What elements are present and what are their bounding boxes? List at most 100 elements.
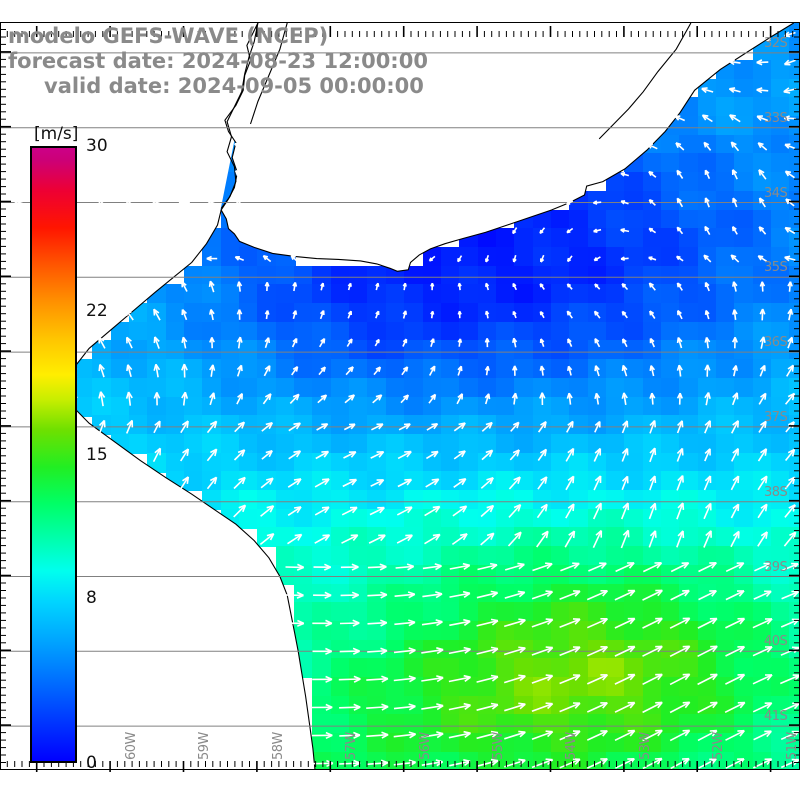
longitude-label: 58W bbox=[270, 732, 286, 760]
wind-arrow bbox=[457, 365, 463, 376]
latitude-label: 37S bbox=[764, 409, 788, 425]
wind-arrow bbox=[421, 703, 444, 711]
wind-vector-arrows bbox=[1, 23, 799, 769]
wind-arrow bbox=[697, 617, 718, 629]
wind-arrow bbox=[620, 256, 629, 261]
wind-arrow bbox=[370, 479, 385, 487]
wind-arrow bbox=[125, 141, 134, 152]
colorbar-tick: 30 bbox=[86, 136, 108, 156]
wind-arrow bbox=[181, 57, 188, 68]
wind-arrow bbox=[620, 529, 630, 549]
wind-arrow bbox=[451, 533, 468, 546]
graticule-grid bbox=[1, 23, 799, 769]
wind-arrow bbox=[449, 618, 471, 627]
wind-arrow bbox=[758, 169, 767, 180]
wind-arrow bbox=[703, 530, 712, 548]
wind-arrow bbox=[236, 336, 243, 349]
wind-arrow bbox=[422, 591, 443, 599]
longitude-label: 59W bbox=[197, 732, 213, 760]
wind-arrow bbox=[565, 447, 575, 462]
wind-arrow bbox=[368, 534, 386, 544]
wind-arrow bbox=[181, 391, 189, 406]
wind-arrow bbox=[485, 282, 490, 291]
wind-arrow bbox=[346, 338, 353, 347]
wind-arrow bbox=[339, 703, 361, 711]
wind-arrow bbox=[480, 477, 494, 489]
wind-arrow bbox=[614, 673, 636, 685]
wind-arrow bbox=[697, 729, 718, 742]
axis-ticks-bottom bbox=[0, 758, 800, 772]
wind-arrow bbox=[340, 563, 359, 571]
wind-arrow bbox=[725, 562, 745, 573]
wind-arrow bbox=[126, 364, 133, 378]
wind-arrow bbox=[593, 310, 601, 319]
wind-arrow bbox=[236, 281, 243, 292]
wind-arrow bbox=[507, 531, 522, 547]
wind-arrow bbox=[98, 419, 106, 434]
wind-arrow bbox=[615, 562, 635, 573]
wind-arrow bbox=[397, 450, 412, 460]
wind-arrow bbox=[512, 310, 517, 319]
wind-arrow bbox=[206, 476, 218, 490]
wind-arrow bbox=[98, 112, 105, 125]
wind-arrow bbox=[588, 562, 607, 572]
wind-arrow bbox=[759, 308, 766, 321]
wind-arrow bbox=[320, 282, 325, 291]
wind-arrow bbox=[704, 169, 711, 180]
wind-arrow bbox=[785, 198, 795, 207]
wind-arrow bbox=[649, 475, 657, 491]
quiver-svg bbox=[13, 28, 799, 769]
wind-arrow bbox=[539, 310, 545, 319]
wind-arrow bbox=[319, 310, 325, 320]
wind-arrow bbox=[236, 392, 243, 405]
latitude-label: 36S bbox=[764, 335, 788, 351]
wind-arrow bbox=[179, 476, 190, 490]
wind-arrow bbox=[586, 702, 608, 713]
wind-arrow bbox=[484, 393, 491, 405]
wind-arrow bbox=[209, 392, 216, 406]
wind-arrow bbox=[757, 503, 768, 519]
colorbar-gradient bbox=[30, 146, 77, 763]
wind-arrow bbox=[669, 617, 691, 629]
wind-arrow bbox=[670, 589, 690, 601]
wind-arrow bbox=[730, 530, 740, 548]
wind-arrow bbox=[531, 646, 554, 656]
wind-arrow bbox=[125, 419, 134, 434]
wind-arrow bbox=[649, 447, 657, 463]
wind-arrow bbox=[593, 200, 602, 205]
wind-arrow bbox=[311, 703, 333, 711]
wind-arrow bbox=[476, 618, 499, 627]
wind-arrow bbox=[531, 618, 554, 628]
wind-arrow bbox=[153, 113, 161, 124]
wind-arrow bbox=[698, 562, 717, 573]
wind-arrow bbox=[263, 365, 271, 377]
wind-arrow bbox=[344, 394, 356, 404]
latitude-label: 33S bbox=[764, 110, 788, 126]
wind-arrow bbox=[614, 729, 636, 742]
wind-arrow bbox=[151, 199, 163, 206]
wind-arrow bbox=[207, 58, 217, 66]
wind-arrow bbox=[153, 363, 161, 378]
wind-arrow bbox=[646, 143, 658, 150]
wind-arrow bbox=[181, 309, 188, 321]
wind-arrow bbox=[430, 282, 435, 291]
wind-arrow bbox=[319, 337, 326, 348]
ticks-left-svg bbox=[0, 21, 11, 763]
wind-arrow bbox=[512, 227, 518, 235]
wind-arrow bbox=[697, 673, 718, 686]
wind-arrow bbox=[480, 532, 495, 546]
wind-arrow bbox=[314, 534, 331, 544]
wind-arrow bbox=[400, 394, 410, 404]
wind-arrow bbox=[484, 338, 490, 348]
wind-arrow bbox=[234, 256, 245, 262]
wind-arrow bbox=[477, 562, 498, 571]
wind-arrow bbox=[537, 421, 547, 433]
wind-arrow bbox=[312, 675, 333, 683]
wind-arrow bbox=[124, 308, 134, 321]
wind-arrow bbox=[289, 393, 300, 404]
wind-arrow bbox=[752, 674, 773, 685]
wind-arrow bbox=[704, 281, 710, 292]
longitude-label: 54W bbox=[564, 732, 580, 760]
wind-arrow bbox=[99, 29, 105, 40]
wind-arrow bbox=[206, 448, 218, 462]
